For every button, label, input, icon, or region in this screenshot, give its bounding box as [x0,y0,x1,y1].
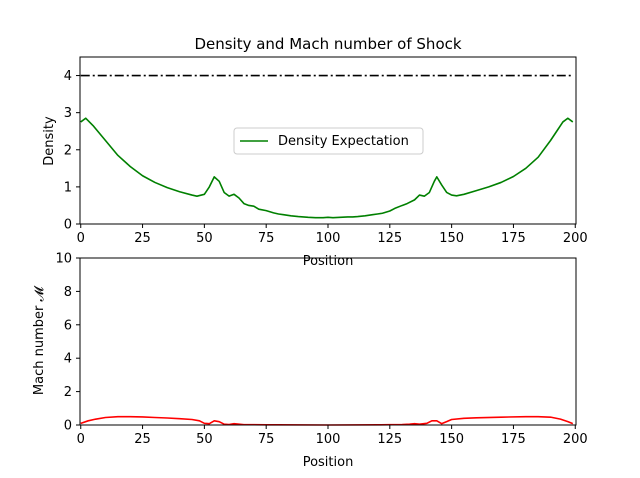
mach-y-ticks: 0 2 4 6 8 10 [55,252,80,434]
density-x-tick-label: 75 [258,231,275,246]
legend: Density Expectation [233,127,424,155]
density-x-tick-label: 50 [196,231,213,246]
mach-y-tick-label: 10 [55,252,72,267]
density-y-tick-label: 4 [64,69,72,84]
mach-axes-frame [79,257,577,426]
density-x-tick-label: 100 [316,231,341,246]
legend-label: Density Expectation [278,134,409,149]
mach-y-tick-label: 4 [64,352,72,367]
chart-title: Density and Mach number of Shock [194,35,461,53]
density-x-tick-label: 125 [377,231,402,246]
mach-series-line-0 [80,415,574,426]
mach-y-tick-label: 8 [64,285,72,300]
density-y-tick-label: 2 [64,143,72,158]
density-x-ticks: 0 25 50 75 100 125 150 175 200 [77,224,588,246]
mach-x-tick-label: 150 [439,432,464,447]
mach-x-tick-label: 100 [316,432,341,447]
density-y-axis-label: Density [42,116,57,166]
mach-y-axis-label: Mach number 𝓜 [32,285,47,395]
density-x-tick-label: 175 [501,231,526,246]
density-plot-area [80,74,574,219]
density-y-tick-label: 0 [64,218,72,233]
density-series-line-0 [80,117,574,219]
mach-y-tick-label: 0 [64,419,72,434]
density-x-tick-label: 150 [439,231,464,246]
mach-x-tick-label: 175 [501,432,526,447]
mach-x-tick-label: 200 [563,432,588,447]
mach-x-tick-label: 75 [258,432,275,447]
density-y-tick-label: 1 [64,180,72,195]
legend-box [233,127,424,155]
density-x-tick-label: 0 [77,231,85,246]
mach-x-tick-label: 25 [134,432,151,447]
mach-x-tick-label: 0 [77,432,85,447]
density-x-axis-label: Position [303,254,354,269]
mach-x-tick-label: 125 [377,432,402,447]
mach-x-axis-label: Position [303,455,354,470]
mach-x-tick-label: 50 [196,432,213,447]
density-panel: Density and Mach number of Shock 0 25 50 75… [42,35,588,269]
density-y-ticks: 0 1 2 3 4 [64,69,80,233]
mach-y-tick-label: 2 [64,385,72,400]
density-x-tick-label: 25 [134,231,151,246]
density-x-tick-label: 200 [563,231,588,246]
mach-plot-area [80,415,574,426]
density-y-tick-label: 3 [64,106,72,121]
mach-y-tick-label: 6 [64,318,72,333]
mach-x-ticks: 0 25 50 75 100 125 150 175 200 [77,425,588,447]
